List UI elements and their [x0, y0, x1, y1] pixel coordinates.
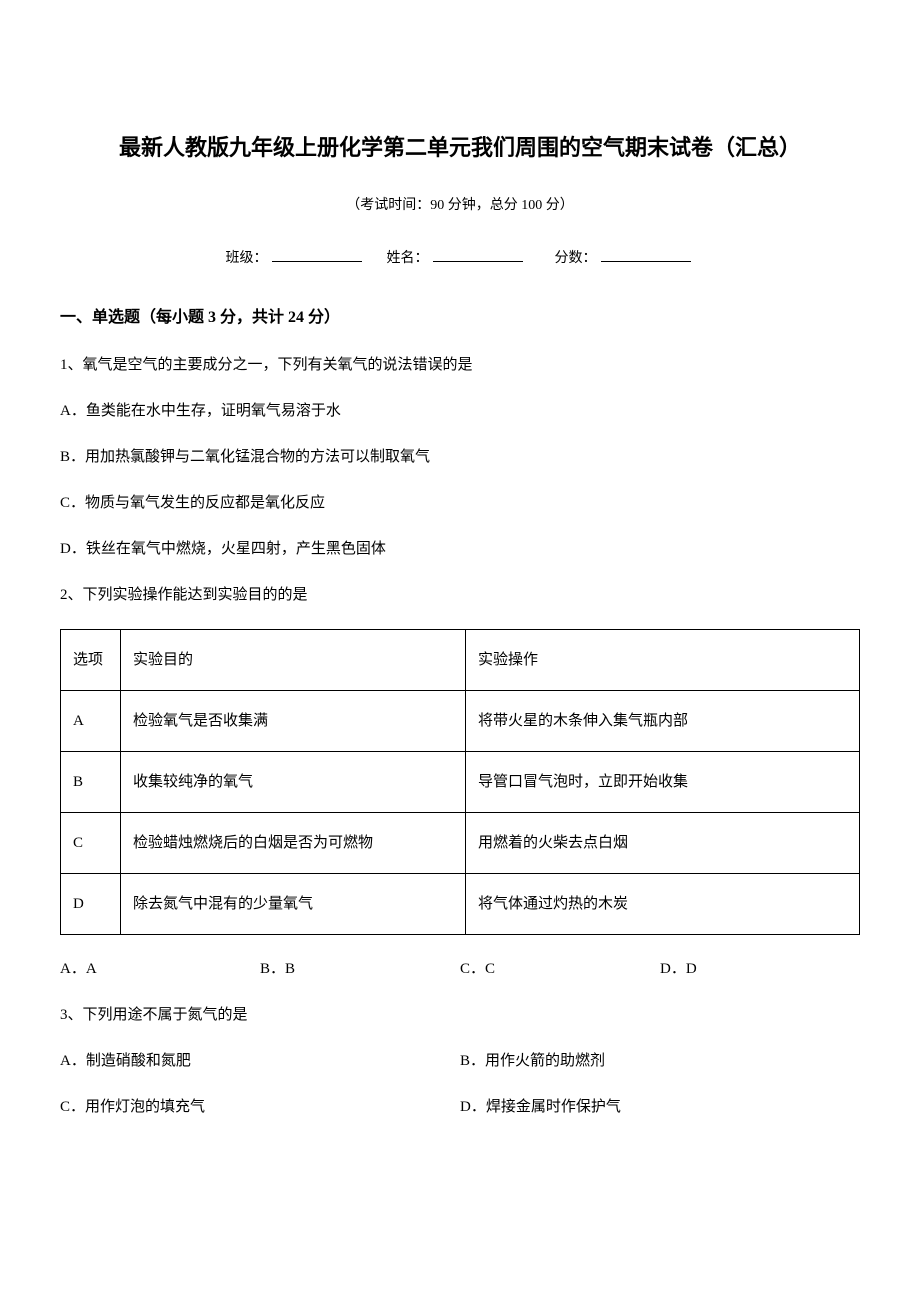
name-label: 姓名：	[387, 251, 429, 266]
q3-opt-b: B．用作火箭的助燃剂	[460, 1049, 860, 1073]
table-cell: 检验氧气是否收集满	[121, 690, 466, 751]
table-cell: 导管口冒气泡时，立即开始收集	[466, 751, 860, 812]
q3-options-row2: C．用作灯泡的填充气 D．焊接金属时作保护气	[60, 1095, 860, 1119]
score-label: 分数：	[555, 251, 597, 266]
table-row: 选项 实验目的 实验操作	[61, 629, 860, 690]
q3-opt-d: D．焊接金属时作保护气	[460, 1095, 860, 1119]
q2-options: A．A B．B C．C D．D	[60, 957, 860, 981]
table-row: A 检验氧气是否收集满 将带火星的木条伸入集气瓶内部	[61, 690, 860, 751]
q3-stem: 3、下列用途不属于氮气的是	[60, 1003, 860, 1027]
table-cell: D	[61, 873, 121, 934]
q2-opt-c: C．C	[460, 957, 660, 981]
q3-options-row1: A．制造硝酸和氮肥 B．用作火箭的助燃剂	[60, 1049, 860, 1073]
table-header-cell: 实验操作	[466, 629, 860, 690]
table-cell: 收集较纯净的氧气	[121, 751, 466, 812]
q2-stem: 2、下列实验操作能达到实验目的的是	[60, 583, 860, 607]
table-row: D 除去氮气中混有的少量氧气 将气体通过灼热的木炭	[61, 873, 860, 934]
meta-line: 班级： 姓名： 分数：	[60, 248, 860, 270]
q1-opt-d: D．铁丝在氧气中燃烧，火星四射，产生黑色固体	[60, 537, 860, 561]
class-blank	[272, 261, 362, 262]
name-blank	[433, 261, 523, 262]
q1-stem: 1、氧气是空气的主要成分之一，下列有关氧气的说法错误的是	[60, 353, 860, 377]
class-label: 班级：	[226, 251, 268, 266]
table-header-cell: 实验目的	[121, 629, 466, 690]
section-1-header: 一、单选题（每小题 3 分，共计 24 分）	[60, 305, 860, 331]
table-header-cell: 选项	[61, 629, 121, 690]
q2-opt-d: D．D	[660, 957, 860, 981]
q1-opt-a: A．鱼类能在水中生存，证明氧气易溶于水	[60, 399, 860, 423]
table-row: B 收集较纯净的氧气 导管口冒气泡时，立即开始收集	[61, 751, 860, 812]
table-cell: 检验蜡烛燃烧后的白烟是否为可燃物	[121, 812, 466, 873]
q3-opt-c: C．用作灯泡的填充气	[60, 1095, 460, 1119]
table-cell: 用燃着的火柴去点白烟	[466, 812, 860, 873]
table-cell: A	[61, 690, 121, 751]
table-cell: 除去氮气中混有的少量氧气	[121, 873, 466, 934]
table-row: C 检验蜡烛燃烧后的白烟是否为可燃物 用燃着的火柴去点白烟	[61, 812, 860, 873]
table-cell: B	[61, 751, 121, 812]
table-cell: 将气体通过灼热的木炭	[466, 873, 860, 934]
q3-opt-a: A．制造硝酸和氮肥	[60, 1049, 460, 1073]
table-cell: 将带火星的木条伸入集气瓶内部	[466, 690, 860, 751]
q2-table: 选项 实验目的 实验操作 A 检验氧气是否收集满 将带火星的木条伸入集气瓶内部 …	[60, 629, 860, 935]
q2-opt-a: A．A	[60, 957, 260, 981]
q1-opt-b: B．用加热氯酸钾与二氧化锰混合物的方法可以制取氧气	[60, 445, 860, 469]
table-cell: C	[61, 812, 121, 873]
score-blank	[601, 261, 691, 262]
exam-info: （考试时间：90 分钟，总分 100 分）	[60, 195, 860, 217]
q1-opt-c: C．物质与氧气发生的反应都是氧化反应	[60, 491, 860, 515]
exam-title: 最新人教版九年级上册化学第二单元我们周围的空气期末试卷（汇总）	[60, 130, 860, 165]
q2-opt-b: B．B	[260, 957, 460, 981]
